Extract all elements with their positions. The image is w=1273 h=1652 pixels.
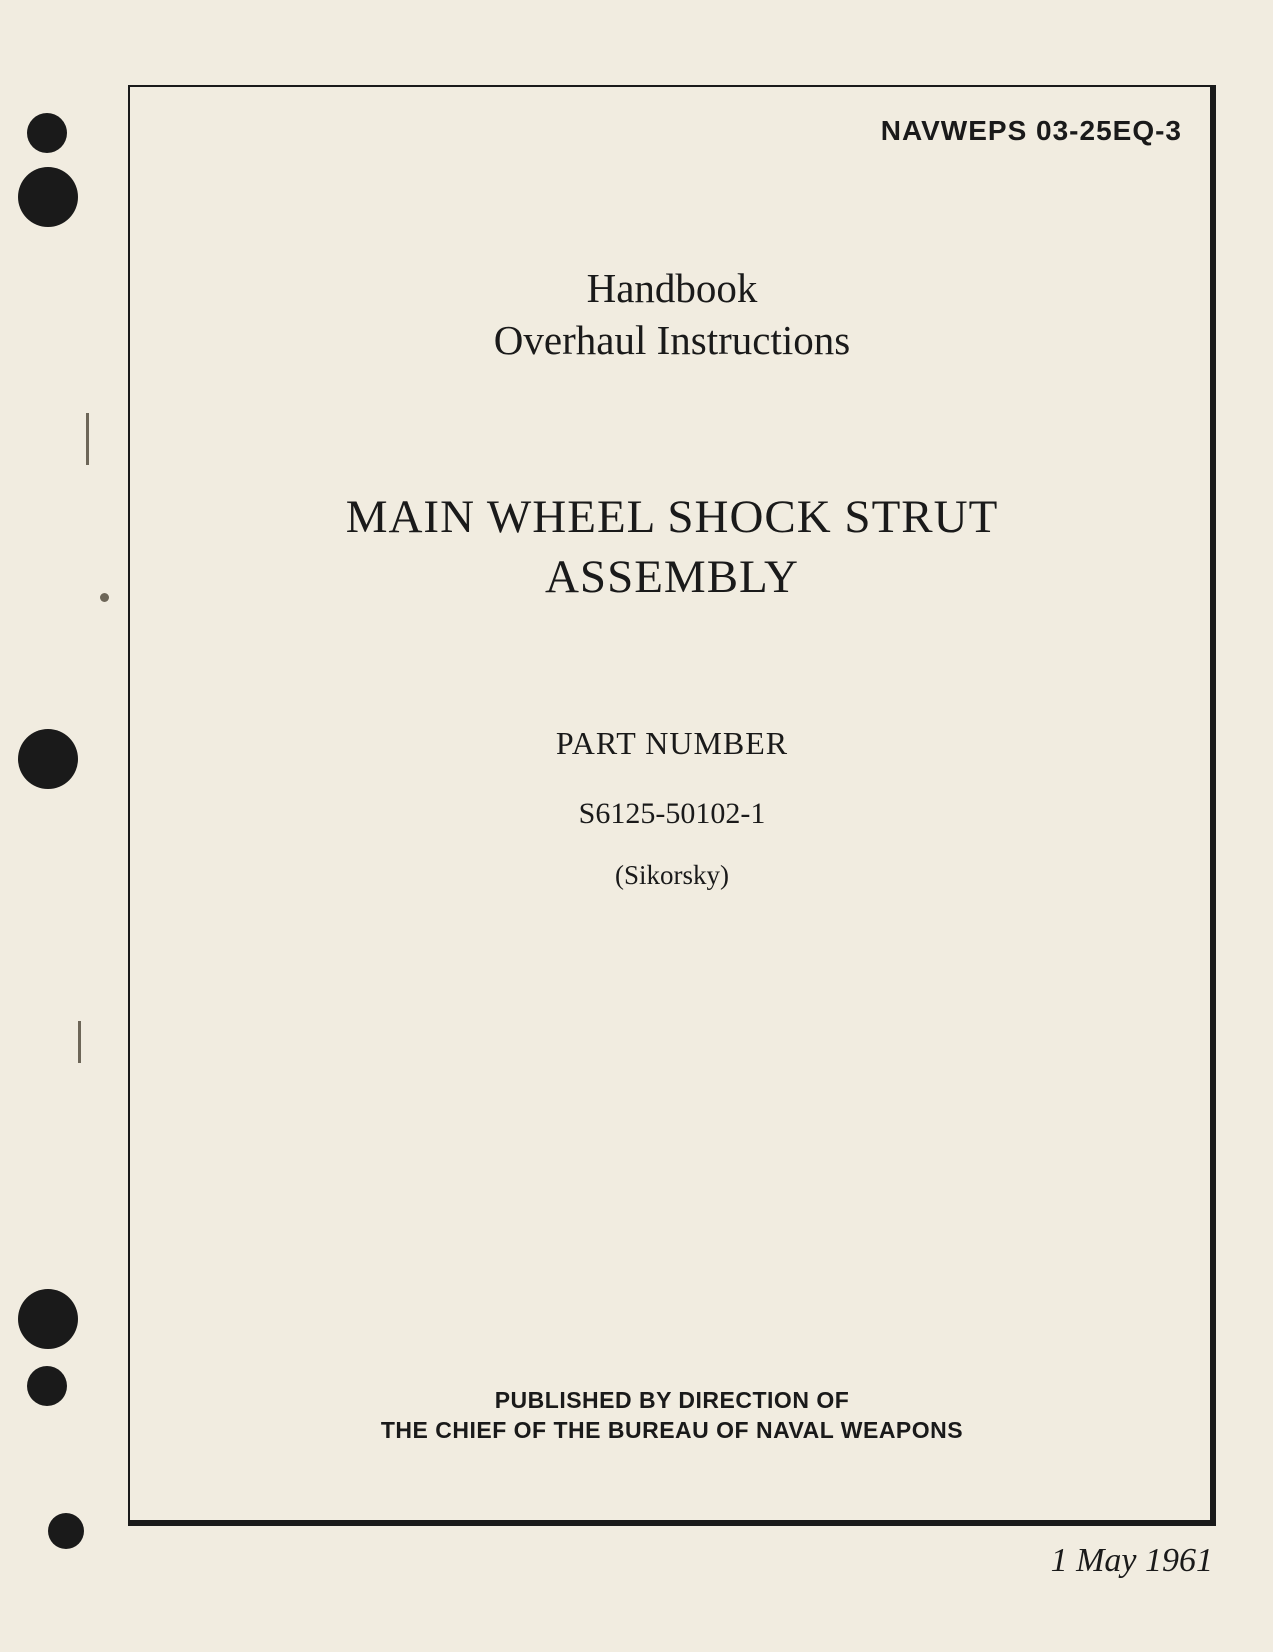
punch-hole — [48, 1513, 84, 1549]
manufacturer: (Sikorsky) — [128, 860, 1216, 891]
document-page: NAVWEPS 03-25EQ-3 Handbook Overhaul Inst… — [0, 0, 1273, 1652]
part-number-label: PART NUMBER — [128, 725, 1216, 762]
part-number-value: S6125-50102-1 — [128, 797, 1216, 831]
publication-date: 1 May 1961 — [1051, 1542, 1213, 1580]
punch-hole — [18, 1289, 78, 1349]
punch-hole — [18, 729, 78, 789]
publisher-line-2: THE CHIEF OF THE BUREAU OF NAVAL WEAPONS — [128, 1417, 1216, 1444]
scan-mark — [100, 593, 109, 602]
frame-border-bottom — [128, 1520, 1216, 1526]
punch-hole — [27, 113, 67, 153]
punch-hole — [27, 1366, 67, 1406]
scan-mark — [78, 1021, 81, 1063]
scan-mark — [86, 413, 89, 465]
title-line-2: ASSEMBLY — [128, 550, 1216, 604]
heading-line-2: Overhaul Instructions — [128, 316, 1216, 364]
publisher-line-1: PUBLISHED BY DIRECTION OF — [128, 1387, 1216, 1414]
frame-border-top — [128, 85, 1216, 87]
punch-hole — [18, 167, 78, 227]
document-id: NAVWEPS 03-25EQ-3 — [881, 115, 1182, 147]
title-line-1: MAIN WHEEL SHOCK STRUT — [128, 490, 1216, 544]
content-frame: NAVWEPS 03-25EQ-3 Handbook Overhaul Inst… — [128, 85, 1216, 1526]
heading-line-1: Handbook — [128, 264, 1216, 312]
